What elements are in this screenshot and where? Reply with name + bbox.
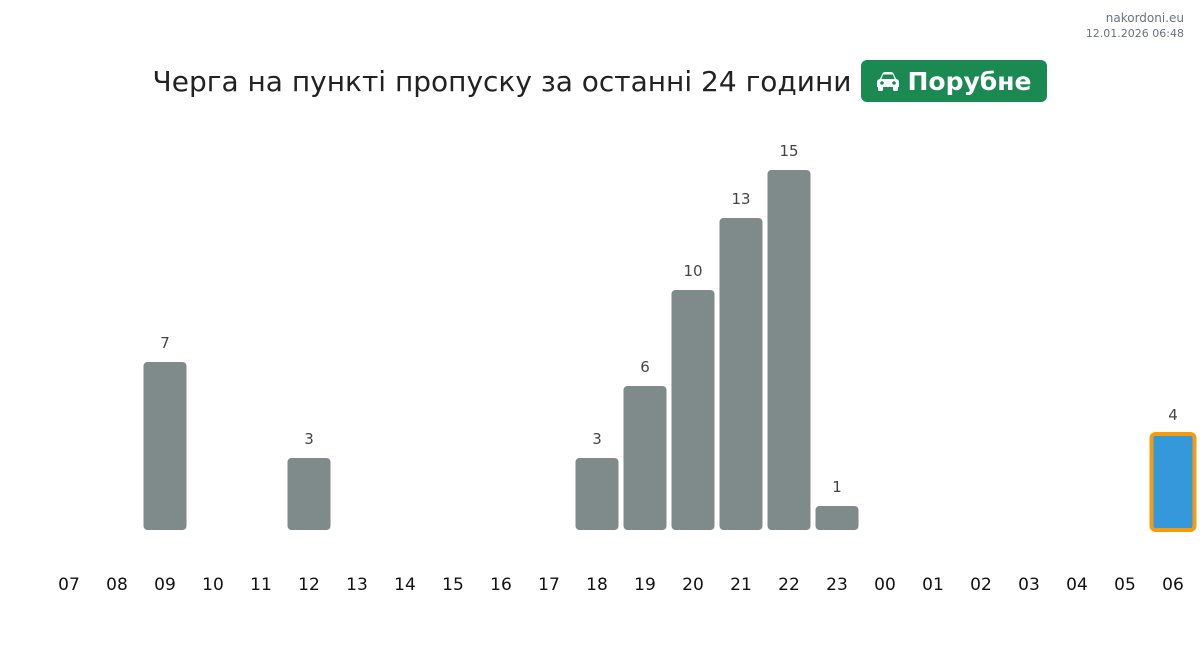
x-tick-label: 09 xyxy=(154,575,176,595)
x-tick-label: 15 xyxy=(442,575,464,595)
timestamp: 12.01.2026 06:48 xyxy=(1085,27,1184,40)
x-tick-label: 20 xyxy=(682,575,704,595)
source-info: nakordoni.eu 12.01.2026 06:48 xyxy=(1086,10,1184,42)
x-tick-label: 07 xyxy=(58,575,80,595)
bar-value-label: 6 xyxy=(640,358,650,376)
x-tick-label: 14 xyxy=(394,575,416,595)
bar-value-label: 13 xyxy=(731,190,750,208)
x-tick-label: 17 xyxy=(538,575,560,595)
x-tick-label: 21 xyxy=(730,575,752,595)
bar-value-label: 4 xyxy=(1168,406,1178,424)
bar xyxy=(143,362,187,530)
bar-value-label: 3 xyxy=(592,430,602,448)
bar-value-label: 15 xyxy=(779,142,798,160)
x-tick-label: 01 xyxy=(922,575,944,595)
x-tick-label: 12 xyxy=(298,575,320,595)
x-tick-label: 19 xyxy=(634,575,656,595)
current-hour-bar xyxy=(1149,432,1197,532)
chart-title-row: Черга на пункті пропуску за останні 24 г… xyxy=(0,58,1200,104)
bar xyxy=(719,218,763,530)
x-tick-label: 00 xyxy=(874,575,896,595)
checkpoint-badge: Порубне xyxy=(861,60,1048,102)
bar xyxy=(767,170,811,530)
bar xyxy=(623,386,667,530)
bar-value-label: 7 xyxy=(160,334,170,352)
x-tick-label: 16 xyxy=(490,575,512,595)
x-tick-label: 10 xyxy=(202,575,224,595)
x-tick-label: 18 xyxy=(586,575,608,595)
x-tick-label: 05 xyxy=(1114,575,1136,595)
x-tick-label: 23 xyxy=(826,575,848,595)
x-tick-label: 22 xyxy=(778,575,800,595)
bar xyxy=(287,458,331,530)
bar-value-label: 1 xyxy=(832,478,842,496)
x-tick-label: 08 xyxy=(106,575,128,595)
bar xyxy=(671,290,715,530)
bar xyxy=(575,458,619,530)
bar-value-label: 10 xyxy=(683,262,702,280)
bar xyxy=(815,506,859,530)
checkpoint-name: Порубне xyxy=(907,66,1032,96)
x-tick-label: 04 xyxy=(1066,575,1088,595)
x-tick-label: 03 xyxy=(1018,575,1040,595)
x-tick-label: 13 xyxy=(346,575,368,595)
bar-value-label: 3 xyxy=(304,430,314,448)
x-tick-label: 06 xyxy=(1162,575,1184,595)
site-name: nakordoni.eu xyxy=(1105,11,1184,25)
x-tick-label: 11 xyxy=(250,575,272,595)
chart-title: Черга на пункті пропуску за останні 24 г… xyxy=(152,64,852,98)
car-icon xyxy=(875,69,901,93)
x-tick-label: 02 xyxy=(970,575,992,595)
